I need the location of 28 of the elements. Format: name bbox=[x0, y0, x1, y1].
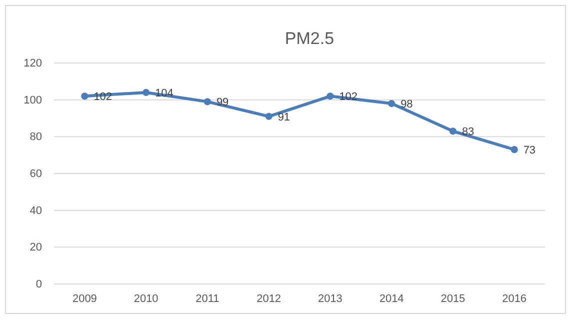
x-tick-label: 2015 bbox=[440, 292, 466, 305]
data-label: 91 bbox=[278, 111, 290, 124]
point bbox=[510, 146, 518, 154]
point bbox=[388, 100, 396, 108]
data-label: 102 bbox=[339, 91, 358, 104]
x-tick-label: 2010 bbox=[134, 292, 158, 305]
y-tick-label: 120 bbox=[24, 58, 42, 70]
point bbox=[449, 128, 457, 135]
x-tick-label: 2016 bbox=[502, 292, 527, 305]
point bbox=[204, 98, 212, 106]
x-tick-label: 2011 bbox=[196, 292, 220, 305]
y-tick-label: 80 bbox=[30, 131, 42, 144]
point bbox=[81, 92, 88, 100]
y-tick-label: 0 bbox=[36, 278, 42, 291]
chart-title: PM2.5 bbox=[284, 29, 334, 48]
x-tick-label: 2013 bbox=[318, 292, 342, 305]
y-tick-label: 60 bbox=[30, 168, 42, 180]
x-tick-label: 2014 bbox=[379, 292, 404, 305]
y-tick-label: 100 bbox=[24, 94, 42, 106]
point bbox=[326, 92, 334, 100]
x-tick-label: 2009 bbox=[72, 292, 97, 305]
point bbox=[142, 88, 150, 96]
data-label: 73 bbox=[523, 144, 536, 157]
x-tick-label: 2012 bbox=[256, 292, 282, 305]
point bbox=[265, 112, 272, 120]
y-tick-label: 40 bbox=[30, 204, 42, 217]
y-tick-label: 20 bbox=[30, 242, 42, 254]
data-label: 98 bbox=[400, 98, 413, 111]
